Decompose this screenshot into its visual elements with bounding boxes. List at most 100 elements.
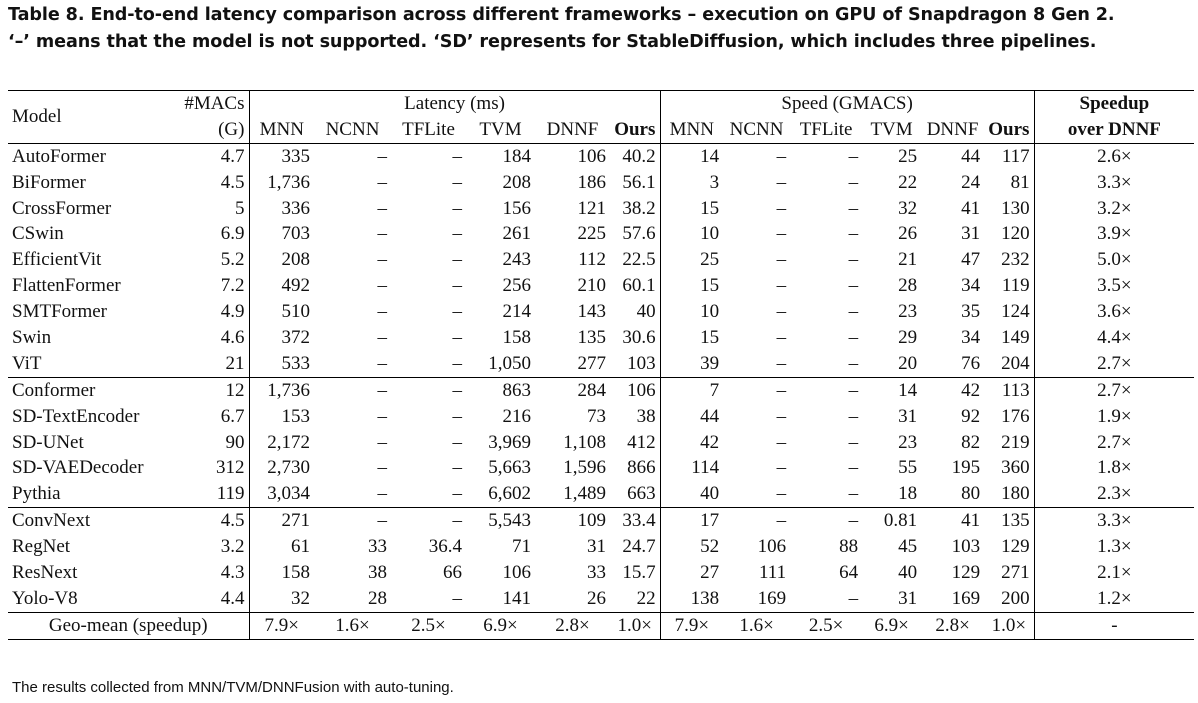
latency-cell: –: [377, 145, 388, 167]
latency-cell: 863: [466, 376, 535, 404]
latency-cell: 158: [248, 560, 314, 586]
latency-cell: 103: [627, 352, 656, 374]
speed-cell: –: [776, 171, 787, 193]
latency-cell: 6,602: [488, 483, 531, 505]
latency-cell: 106: [610, 376, 661, 404]
speed-cell: –: [776, 405, 787, 427]
speed-cell: 15: [659, 325, 724, 351]
speed-cell: –: [776, 249, 787, 271]
speed-cell: 24: [961, 171, 981, 193]
latency-cell: 135: [577, 326, 607, 348]
latency-cell: 533: [248, 350, 314, 378]
latency-cell: 153: [248, 403, 314, 430]
latency-header-tvm: TVM: [479, 118, 522, 140]
latency-header-ours: Ours: [614, 118, 656, 140]
latency-cell: 30.6: [622, 326, 656, 348]
latency-cell: –: [377, 457, 388, 479]
latency-cell: –: [452, 197, 463, 219]
speedup-cell: 3.9×: [1033, 221, 1195, 248]
latency-cell: –: [452, 301, 463, 323]
latency-comparison-table: Model #MACs Latency (ms) Speed (GMACS) S…: [8, 89, 1195, 640]
speed-cell: 55: [898, 457, 918, 479]
latency-cell: 184: [502, 145, 532, 167]
speed-cell: 45: [898, 536, 918, 558]
latency-cell: 2,730: [248, 455, 314, 482]
latency-cell: 22.5: [622, 249, 656, 271]
speedup-cell: 3.5×: [1033, 273, 1195, 300]
latency-cell: 5,543: [466, 507, 535, 535]
model-name-cell: SMTFormer: [12, 301, 107, 323]
latency-cell: –: [391, 507, 466, 535]
speed-cell: –: [848, 171, 859, 193]
model-name-cell: SD-TextEncoder: [12, 405, 140, 427]
latency-cell: 33: [587, 561, 606, 583]
speed-cell: 106: [757, 536, 787, 558]
latency-cell: –: [452, 352, 463, 374]
latency-cell: 1,108: [563, 431, 606, 453]
latency-cell: –: [452, 171, 463, 193]
latency-cell: –: [452, 145, 463, 167]
speed-header-mnn: MNN: [659, 116, 724, 144]
model-name-cell: SD-UNet: [12, 431, 84, 453]
speed-cell: 271: [1001, 561, 1030, 583]
latency-cell: –: [452, 483, 463, 505]
macs-cell: 90: [225, 431, 245, 453]
latency-cell: 60.1: [622, 275, 656, 297]
speed-cell: 47: [961, 249, 981, 271]
table-row: Pythia 119 3,034 – – 6,602 1,489 663 40 – – 18 80 180…: [8, 481, 1195, 508]
speed-cell: 42: [659, 429, 724, 456]
speed-cell: 41: [961, 197, 981, 219]
geomean-latency-cell: 2.5×: [391, 611, 466, 640]
model-name-cell: ResNext: [12, 561, 78, 583]
speed-cell: –: [790, 376, 863, 404]
latency-cell: 1,596: [563, 457, 606, 479]
latency-cell: 492: [248, 273, 314, 300]
speed-cell: 10: [659, 221, 724, 248]
speed-cell: 32: [898, 197, 918, 219]
speed-cell: 81: [1010, 171, 1030, 193]
speedup-cell: 2.7×: [1033, 350, 1195, 378]
speed-header-tvm: TVM: [870, 118, 913, 140]
geomean-speed-cell: 2.8×: [921, 611, 985, 640]
macs-cell: 4.9: [220, 301, 245, 323]
latency-cell: –: [452, 457, 463, 479]
speed-cell: 31: [961, 223, 981, 245]
speedup-cell: 1.8×: [1033, 455, 1195, 482]
latency-cell: 71: [512, 536, 531, 558]
table-row: BiFormer 4.5 1,736 – – 208 186 56.1 3 – – 22 24 81 3.3…: [8, 169, 1195, 196]
macs-unit-header: (G): [218, 118, 245, 140]
latency-cell: 412: [627, 431, 656, 453]
macs-cell: 119: [216, 483, 245, 505]
geomean-speedup-cell: -: [1033, 611, 1195, 640]
speedup-cell: 3.2×: [1033, 195, 1195, 222]
speed-cell: –: [848, 352, 859, 374]
latency-cell: 271: [248, 507, 314, 535]
speed-cell: –: [848, 249, 859, 271]
speed-cell: 25: [659, 247, 724, 274]
latency-cell: 3,969: [488, 431, 531, 453]
latency-cell: 1,736: [248, 169, 314, 196]
geomean-row: Geo-mean (speedup) 7.9× 1.6× 2.5× 6.9× 2.8× 1.…: [8, 611, 1195, 640]
latency-cell: –: [377, 326, 388, 348]
latency-cell: –: [452, 223, 463, 245]
latency-cell: 24.7: [622, 536, 656, 558]
speed-cell: 219: [1001, 431, 1030, 453]
latency-header-mnn: MNN: [248, 116, 314, 144]
latency-cell: –: [377, 405, 388, 427]
geomean-latency-cell: 7.9×: [248, 611, 314, 640]
latency-group-header: Latency (ms): [248, 89, 661, 117]
speedup-cell: 2.6×: [1033, 143, 1195, 170]
speedup-cell: 1.3×: [1033, 534, 1195, 561]
speed-cell: 3: [659, 169, 724, 196]
macs-header: #MACs: [166, 89, 249, 117]
speedup-cell: 1.9×: [1033, 403, 1195, 430]
speed-cell: –: [776, 352, 787, 374]
latency-cell: 106: [502, 561, 532, 583]
speed-cell: –: [776, 301, 787, 323]
latency-cell: –: [377, 197, 388, 219]
speedup-header: Speedup: [1033, 89, 1195, 117]
latency-cell: 38: [368, 561, 387, 583]
speed-cell: 27: [659, 560, 724, 586]
latency-cell: 208: [248, 247, 314, 274]
latency-cell: 22: [636, 587, 656, 609]
